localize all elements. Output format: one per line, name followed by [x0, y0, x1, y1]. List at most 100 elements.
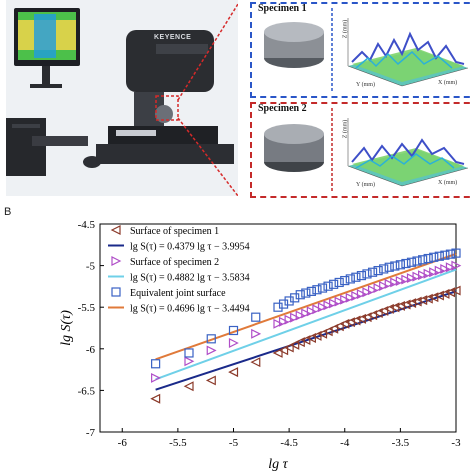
data-point-s3	[295, 290, 305, 300]
data-point-s2	[306, 306, 317, 317]
data-point-s3	[206, 334, 216, 344]
specimen-1-box: Specimen 1 Z (mm) Y (mm) X (mm)	[250, 2, 474, 98]
data-point-s2	[412, 271, 423, 282]
specimen-1-title: Specimen 1	[258, 3, 307, 14]
specimen-1-z-label: Z (mm)	[342, 19, 349, 39]
x-tick-label: -4	[340, 437, 350, 449]
data-point-s1	[400, 299, 411, 310]
data-point-s2	[334, 296, 345, 307]
data-point-s2	[301, 308, 312, 319]
data-point-s1	[389, 302, 400, 313]
specimen-2-graphics	[264, 108, 469, 192]
data-point-s1	[150, 393, 161, 404]
data-point-s2	[323, 300, 334, 311]
data-point-s2	[440, 263, 451, 274]
data-point-s3	[423, 253, 433, 264]
data-point-s2	[184, 356, 195, 367]
data-point-s1	[250, 357, 261, 368]
y-tick-label: -6.5	[78, 385, 96, 397]
data-point-s3	[390, 261, 400, 271]
plot-area	[99, 223, 457, 433]
data-point-s2	[228, 338, 239, 348]
y-tick-label: -6	[86, 344, 96, 356]
data-point-s2	[379, 281, 390, 291]
y-axis-label: lg S(τ)	[59, 310, 74, 346]
data-point-s1	[372, 308, 383, 318]
data-point-s1	[317, 328, 328, 339]
specimen-2-x-label: X (mm)	[438, 180, 458, 186]
data-point-s2	[401, 274, 412, 285]
data-point-s2	[406, 273, 417, 284]
data-point-s1	[294, 337, 305, 348]
legend-label: Surface of specimen 1	[130, 226, 219, 237]
data-point-s3	[273, 302, 283, 312]
data-point-s1	[367, 310, 378, 321]
data-point-s1	[183, 381, 194, 392]
data-point-s1	[333, 321, 344, 332]
data-point-s3	[445, 249, 456, 259]
legend-label: Equivalent joint surface	[130, 288, 226, 299]
fit-line-1	[155, 290, 457, 391]
data-point-s1	[300, 335, 311, 346]
data-point-s3	[434, 251, 444, 261]
brand-label: KEYENCE	[154, 34, 192, 41]
data-point-s2	[206, 345, 217, 356]
x-tick-label: -3.5	[392, 437, 410, 449]
data-point-s2	[373, 283, 384, 294]
legend-marker	[110, 225, 121, 235]
data-point-s3	[367, 267, 378, 277]
data-point-s2	[356, 289, 367, 300]
fit-line-3	[155, 252, 457, 361]
y-tick-label: -4.5	[78, 219, 96, 231]
specimen-1-y-label: Y (mm)	[356, 82, 375, 88]
data-point-s2	[395, 276, 406, 286]
data-point-s2	[390, 277, 401, 288]
x-tick-label: -3	[451, 437, 461, 449]
data-point-s1	[378, 305, 389, 316]
instrument-photo: KEYENCE	[6, 0, 238, 196]
x-tick-label: -4.5	[280, 437, 298, 449]
panel-b-label: B	[4, 206, 12, 218]
data-point-s1	[328, 323, 339, 334]
data-point-s3	[406, 257, 417, 267]
data-point-s1	[422, 293, 433, 304]
data-point-s1	[283, 342, 294, 353]
data-point-s2	[434, 265, 445, 276]
specimen-2-box: Specimen 2 Z (mm) Y (mm) X (mm)	[250, 102, 474, 198]
data-point-s1	[311, 330, 322, 341]
data-point-s3	[362, 269, 372, 279]
data-point-s3	[395, 260, 405, 270]
data-point-s2	[384, 278, 395, 289]
panel-a: ·	[6, 0, 474, 200]
y-tick-label: -5	[86, 261, 96, 273]
data-point-s3	[440, 250, 450, 260]
data-point-s3	[301, 288, 311, 298]
data-point-s2	[418, 270, 428, 281]
data-point-s1	[445, 287, 456, 298]
data-point-s2	[290, 312, 301, 323]
data-point-s2	[312, 304, 323, 315]
data-point-s1	[322, 326, 333, 337]
data-point-s3	[334, 277, 344, 288]
data-point-s1	[272, 347, 283, 358]
x-tick-label: -5	[229, 437, 239, 449]
data-point-s3	[356, 270, 367, 281]
data-point-s3	[379, 264, 389, 274]
data-point-s3	[345, 274, 355, 284]
data-point-s2	[445, 262, 456, 273]
legend-label: lg S(τ) = 0.4882 lg τ − 3.5834	[130, 273, 250, 284]
x-tick-label: -6	[118, 437, 128, 449]
specimen-1-x-label: X (mm)	[438, 80, 458, 86]
data-point-s3	[412, 256, 422, 266]
data-point-s3	[312, 285, 322, 295]
legend-label: Surface of specimen 2	[130, 257, 219, 268]
y-tick-label: -5.5	[78, 302, 96, 314]
data-point-s1	[383, 303, 394, 314]
data-point-s1	[356, 313, 367, 324]
data-point-s3	[278, 299, 289, 309]
data-point-s1	[450, 285, 461, 296]
specimen-2-title: Specimen 2	[258, 103, 307, 114]
data-point-s3	[306, 286, 316, 296]
data-point-s2	[367, 285, 378, 296]
data-point-s3	[184, 348, 194, 358]
